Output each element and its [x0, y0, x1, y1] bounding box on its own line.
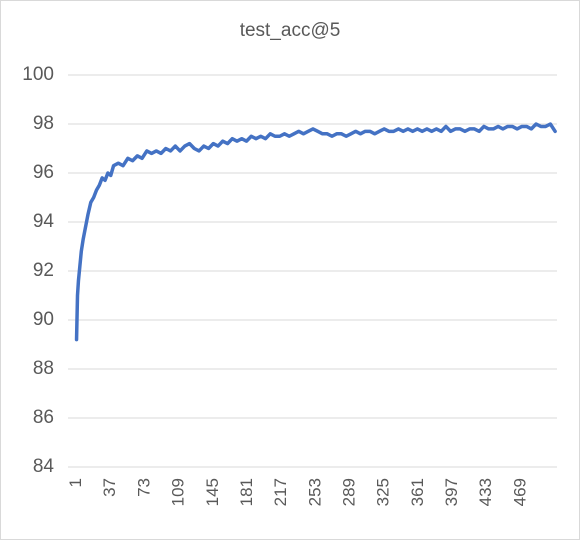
y-tick-label: 90 [33, 309, 54, 330]
y-tick-label: 94 [33, 211, 55, 232]
series-line [74, 122, 557, 342]
x-tick-label: 181 [237, 478, 256, 506]
x-tick-label: 253 [305, 478, 324, 506]
x-tick-label: 1 [66, 478, 85, 487]
x-tick-label: 325 [374, 478, 393, 506]
y-tick-label: 86 [33, 407, 54, 428]
x-tick-label: 217 [271, 478, 290, 506]
x-tick-label: 433 [476, 478, 495, 506]
y-tick-label: 84 [33, 456, 55, 477]
x-tick-label: 109 [169, 478, 188, 506]
x-tick-label: 289 [339, 478, 358, 506]
x-tick-label: 73 [134, 478, 153, 497]
y-tick-label: 100 [22, 64, 54, 85]
chart-title: test_acc@5 [240, 20, 341, 41]
x-tick-label: 37 [100, 478, 119, 497]
x-tick-label: 397 [442, 478, 461, 506]
x-tick-label: 361 [408, 478, 427, 506]
y-tick-label: 98 [33, 113, 54, 134]
x-tick-label: 469 [510, 478, 529, 506]
y-tick-label: 92 [33, 260, 54, 281]
x-tick-label: 145 [203, 478, 222, 506]
y-tick-label: 96 [33, 162, 54, 183]
y-tick-label: 88 [33, 358, 54, 379]
